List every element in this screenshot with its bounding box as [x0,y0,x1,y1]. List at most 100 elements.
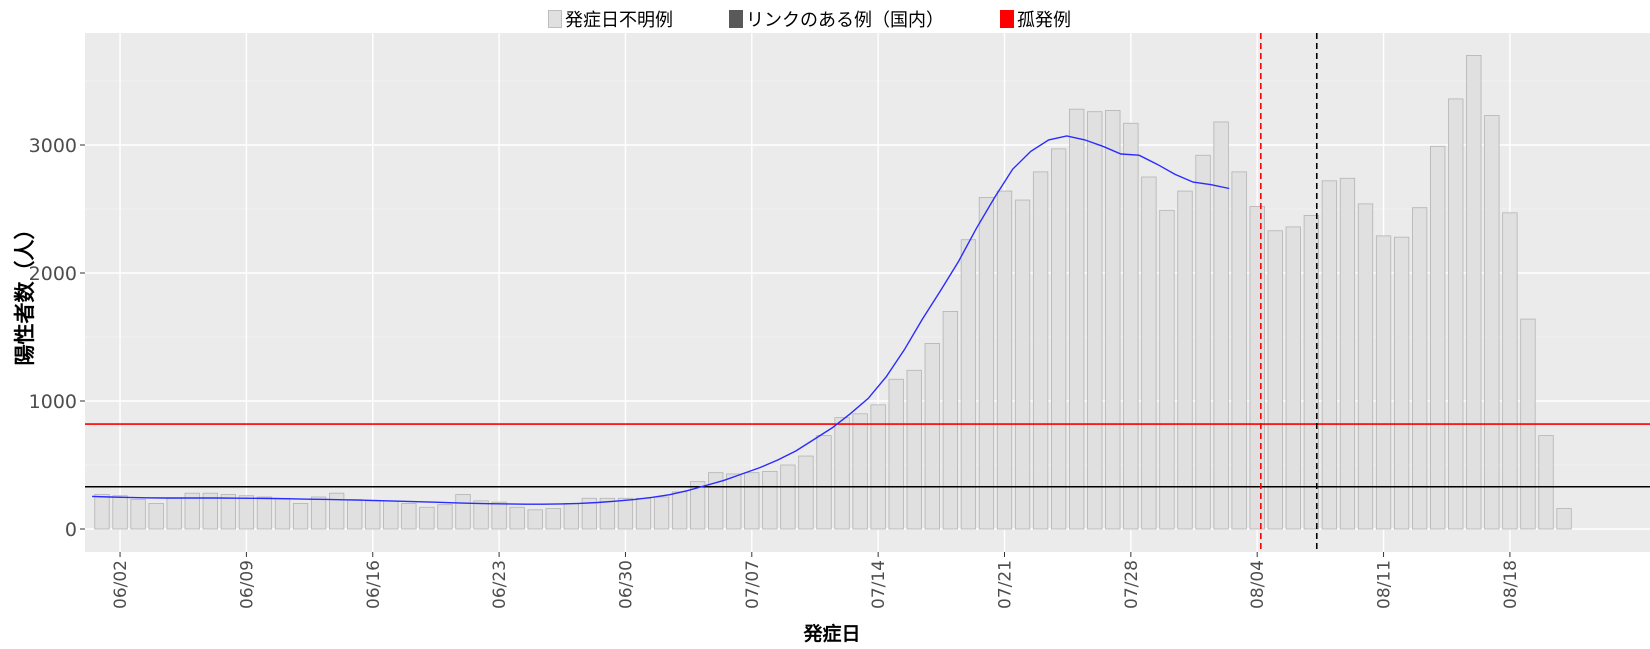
bar [1538,435,1554,530]
bar [527,509,543,530]
bar [978,197,995,530]
legend-swatch-linked [729,10,743,28]
legend-label-sporadic: 孤発例 [1017,10,1071,31]
bar [509,506,525,530]
bar [1321,180,1338,530]
bar [202,492,218,530]
bar [1032,171,1049,530]
bar [1014,199,1031,530]
y-axis: 0 1000 2000 3000 [29,135,85,541]
bar [437,504,453,530]
bar [491,501,507,530]
bar [798,455,814,530]
bar [419,506,435,530]
bar [1357,203,1374,530]
bar [1249,206,1265,530]
bar [94,494,110,530]
x-tick-label: 07/07 [743,560,763,609]
bar [1556,508,1572,530]
bar [1466,55,1482,530]
bar [1430,145,1446,530]
bar [238,495,255,530]
bar [996,190,1013,530]
bar [924,342,940,530]
x-tick-label: 06/23 [490,560,510,609]
bar [852,413,868,530]
x-tick-label: 07/21 [996,560,1016,609]
bar [545,508,561,530]
legend-item-unknown-onset: 発症日不明例 [548,6,673,32]
bar [1231,171,1247,530]
bar [1303,214,1319,530]
trend-line-path [92,135,1230,505]
bar [166,497,182,530]
bar [1502,212,1518,530]
bar [1159,209,1175,530]
bar [834,417,850,530]
x-tick-label: 06/02 [111,560,131,609]
bar [383,500,399,530]
bar [599,497,616,530]
legend-label-linked: リンクのある例（国内） [746,10,944,31]
bar [1123,122,1139,530]
bar [563,502,579,530]
x-tick-label: 07/28 [1122,560,1142,609]
bar [310,496,327,530]
bar [1087,111,1103,530]
bar [256,496,273,530]
x-tick-label: 08/04 [1248,560,1268,609]
bar [942,310,958,530]
bar [617,497,634,530]
bar [1339,177,1356,530]
legend-swatch-unknown-onset [548,10,562,28]
bar [744,472,760,530]
bar [365,500,381,530]
bar [1051,148,1067,530]
legend-item-sporadic: 孤発例 [1000,6,1071,32]
bar [184,492,200,530]
bar [816,435,832,530]
x-axis-title: 発症日 [802,622,860,645]
bar [906,369,922,530]
x-tick-label: 06/09 [237,560,257,609]
bar [726,473,742,530]
bar [1267,230,1283,530]
bar [1213,121,1229,530]
bar [1069,108,1085,530]
legend-item-linked: リンクのある例（国内） [729,6,944,32]
bar [112,495,128,530]
bar [960,239,977,530]
bar [1285,226,1301,530]
x-axis: 06/02 06/09 06/16 06/23 06/30 07/07 07/14 07/21… [111,552,1521,609]
y-tick-label: 0 [65,519,77,541]
bar [762,470,778,530]
x-tick-label: 06/16 [364,560,384,609]
bar [1177,190,1193,530]
y-tick-label: 1000 [29,391,77,413]
x-tick-label: 06/30 [616,560,636,609]
bar [1484,115,1500,530]
bar [1375,235,1392,530]
trend-line [92,135,1230,505]
bar [1393,236,1410,530]
bar [130,499,146,530]
bar [870,404,886,530]
x-tick-label: 07/14 [869,560,889,609]
bar [148,502,164,530]
bar [888,378,904,530]
bar [635,497,652,530]
bar [690,481,706,530]
bar [1105,110,1121,530]
bar [292,502,309,530]
bar [1448,98,1464,530]
bar [1195,154,1211,530]
bar [473,500,489,530]
bar [274,497,291,530]
x-tick-label: 08/11 [1375,560,1395,609]
bar [581,497,597,530]
legend-swatch-sporadic [1000,10,1014,28]
y-axis-title: 陽性者数（人） [13,219,37,366]
legend: 発症日不明例 リンクのある例（国内） 孤発例 [548,6,1127,32]
